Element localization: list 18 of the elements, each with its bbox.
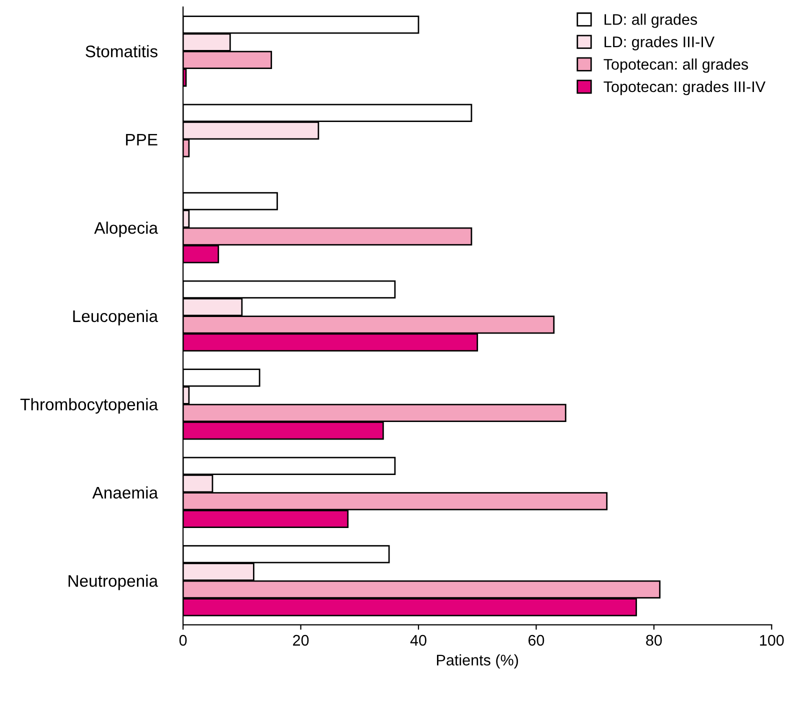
legend-label: LD: all grades	[604, 14, 698, 28]
y-tick-label: Neutropenia	[68, 574, 158, 590]
x-axis-title: Patients (%)	[436, 654, 518, 669]
x-tick-label: 60	[528, 634, 544, 646]
y-tick-label: Alopecia	[94, 222, 158, 238]
x-tick-label: 20	[293, 634, 309, 646]
x-tick-label: 80	[646, 634, 662, 646]
y-tick-label: Anaemia	[92, 486, 158, 499]
x-tick-label: 0	[179, 634, 187, 646]
y-tick-label: PPE	[126, 134, 158, 146]
x-tick-label: 100	[760, 634, 784, 646]
legend-label: LD: grades III-IV	[604, 36, 715, 50]
legend-label: Topotecan: grades III-IV	[604, 80, 766, 96]
legend-label: Topotecan: all grades	[604, 58, 748, 73]
x-tick-label: 40	[410, 634, 426, 646]
y-tick-label: Thrombocytopenia	[20, 398, 158, 414]
y-tick-label: Stomatitis	[86, 45, 158, 58]
y-tick-label: Leucopenia	[73, 310, 158, 326]
